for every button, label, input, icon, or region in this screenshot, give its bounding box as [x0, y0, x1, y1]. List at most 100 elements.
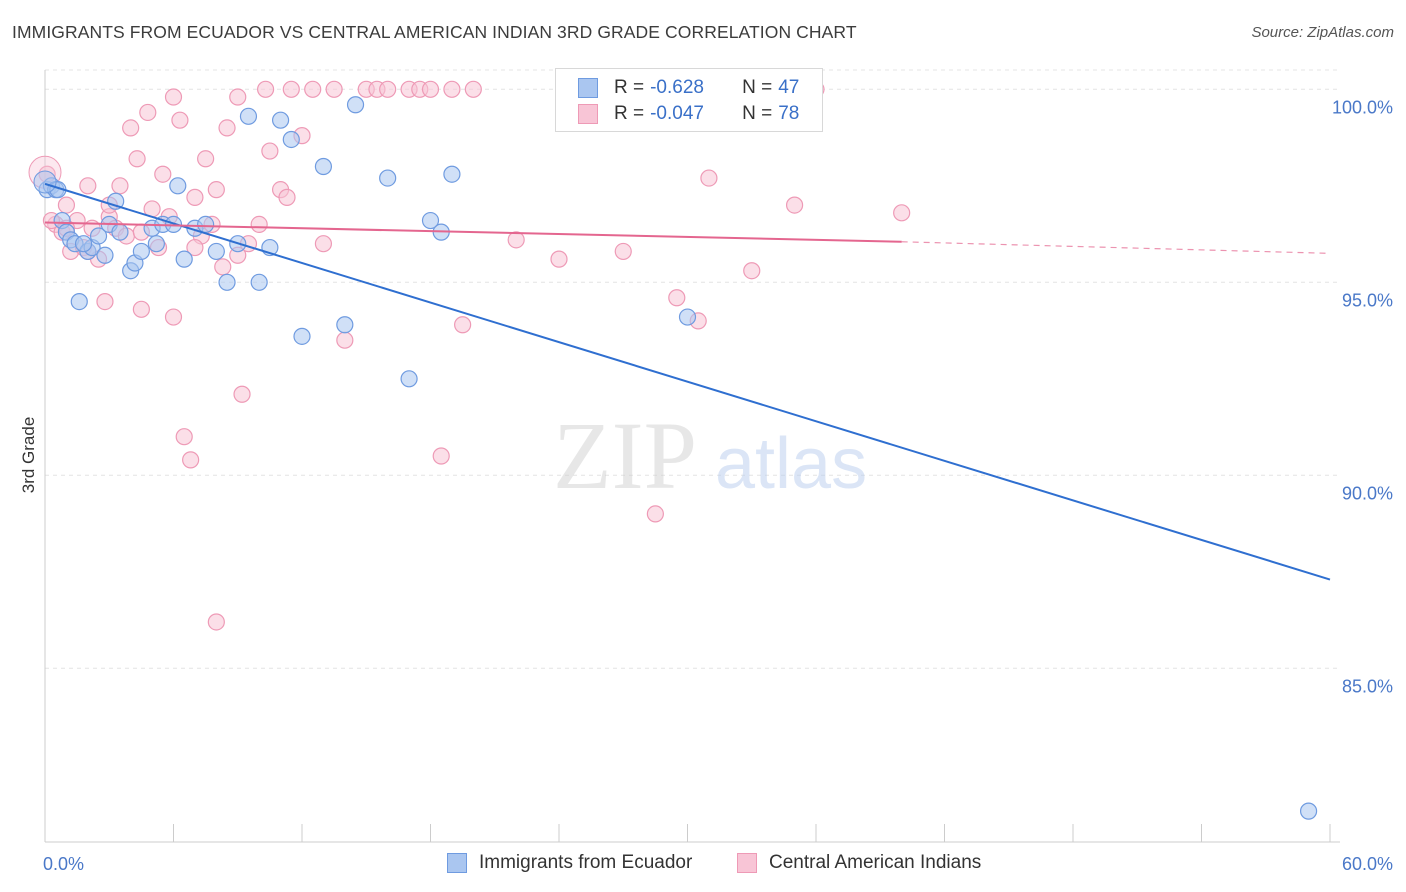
- point-central-american: [464, 80, 482, 98]
- point-ecuador: [169, 177, 187, 195]
- point-central-american: [171, 111, 189, 129]
- point-central-american: [304, 80, 322, 98]
- point-central-american: [432, 447, 450, 465]
- point-central-american: [164, 308, 183, 326]
- point-ecuador: [239, 107, 258, 125]
- point-central-american: [57, 196, 76, 214]
- source-label: Source: ZipAtlas.com: [1251, 24, 1394, 41]
- tick-labels: 100.0% 95.0% 90.0% 85.0% 0.0% 60.0%: [43, 97, 1393, 874]
- point-central-american: [507, 231, 525, 249]
- point-central-american: [256, 80, 275, 98]
- legend-swatch-pink: [737, 853, 757, 873]
- point-central-american: [646, 505, 664, 523]
- watermark-zip: ZIP: [553, 402, 697, 509]
- point-central-american: [785, 196, 804, 214]
- point-ecuador: [89, 227, 108, 245]
- point-central-american: [154, 165, 172, 183]
- legend-swatch-pink: [578, 104, 598, 124]
- point-central-american: [96, 293, 114, 311]
- point-central-american: [550, 250, 568, 268]
- point-central-american: [175, 428, 193, 446]
- y-axis-title: 3rd Grade: [19, 417, 38, 494]
- point-ecuador: [74, 235, 93, 253]
- watermark-atlas: atlas: [715, 424, 867, 504]
- n-label: N =: [742, 103, 773, 124]
- legend-row-central-american: R = -0.047 N = 78: [578, 102, 799, 126]
- point-central-american: [164, 88, 183, 106]
- point-ecuador: [197, 215, 215, 233]
- r-label: R =: [614, 77, 645, 98]
- legend-swatch-blue: [578, 78, 598, 98]
- legend-swatch-blue: [447, 853, 467, 873]
- y-tick-label: 95.0%: [1342, 290, 1393, 310]
- point-central-american: [111, 177, 129, 195]
- point-central-american: [314, 235, 333, 253]
- y-tick-label: 85.0%: [1342, 676, 1393, 696]
- point-ecuador: [271, 111, 290, 129]
- point-ecuador: [70, 293, 88, 311]
- r-value: -0.047: [650, 103, 704, 124]
- point-central-american: [186, 188, 204, 206]
- point-central-american: [282, 80, 300, 98]
- point-ecuador: [400, 370, 418, 388]
- point-ecuador: [207, 242, 225, 261]
- chart-title: IMMIGRANTS FROM ECUADOR VS CENTRAL AMERI…: [12, 22, 857, 42]
- point-ecuador: [111, 223, 129, 241]
- point-central-american: [454, 316, 472, 334]
- y-tick-label: 90.0%: [1342, 483, 1393, 503]
- point-ecuador: [218, 273, 236, 291]
- point-central-american: [214, 258, 232, 276]
- point-ecuador: [250, 273, 268, 291]
- x-tick-label: 0.0%: [43, 854, 84, 874]
- point-central-american: [186, 238, 204, 257]
- point-central-american: [421, 80, 440, 98]
- point-ecuador: [379, 169, 397, 187]
- legend-row-ecuador: R = -0.628 N = 47: [578, 76, 799, 100]
- point-central-american: [250, 215, 268, 233]
- series-central-american-indians: [28, 80, 911, 631]
- point-ecuador: [421, 211, 440, 230]
- point-ecuador: [293, 327, 311, 345]
- y-tick-label: 100.0%: [1332, 97, 1393, 117]
- point-central-american: [197, 150, 215, 168]
- trend-line-ecuador: [44, 182, 1331, 581]
- correlation-legend: R = -0.628 N = 47 R = -0.047 N = 78: [555, 68, 823, 132]
- point-ecuador: [282, 130, 300, 149]
- point-central-american: [668, 289, 686, 307]
- n-label: N =: [742, 77, 773, 98]
- point-central-american: [336, 331, 354, 349]
- trend-line-central-american: [44, 221, 902, 243]
- point-central-american: [182, 451, 200, 469]
- point-central-american: [325, 80, 343, 98]
- point-ecuador: [443, 165, 461, 183]
- point-ecuador: [336, 316, 354, 334]
- trend-lines: [44, 182, 1331, 581]
- point-central-american: [207, 181, 225, 199]
- axes: [44, 70, 1340, 843]
- point-ecuador: [132, 242, 150, 261]
- point-central-american: [233, 385, 251, 403]
- point-ecuador: [314, 157, 333, 176]
- grid-lines: [45, 69, 1340, 669]
- point-central-american: [122, 119, 140, 137]
- legend-label-central-american: Central American Indians: [769, 852, 982, 873]
- point-central-american: [893, 204, 911, 222]
- point-central-american: [443, 80, 461, 98]
- point-central-american: [229, 88, 247, 106]
- point-central-american: [79, 177, 97, 195]
- watermark: ZIP atlas: [553, 402, 867, 509]
- point-central-american: [379, 80, 397, 98]
- point-central-american: [218, 119, 236, 137]
- point-ecuador-large: [33, 170, 57, 194]
- point-central-american: [278, 188, 296, 206]
- point-central-american: [700, 169, 718, 187]
- point-ecuador: [175, 250, 193, 268]
- n-value: 78: [778, 103, 800, 124]
- point-central-american: [614, 242, 632, 261]
- point-central-american: [207, 613, 225, 631]
- n-value: 47: [778, 77, 800, 98]
- point-central-american: [743, 262, 761, 280]
- point-ecuador: [96, 246, 114, 264]
- point-ecuador: [1299, 802, 1318, 820]
